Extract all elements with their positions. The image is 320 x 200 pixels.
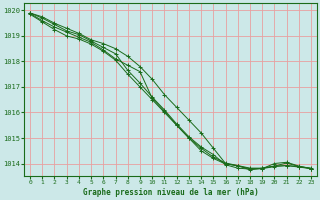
- X-axis label: Graphe pression niveau de la mer (hPa): Graphe pression niveau de la mer (hPa): [83, 188, 259, 197]
